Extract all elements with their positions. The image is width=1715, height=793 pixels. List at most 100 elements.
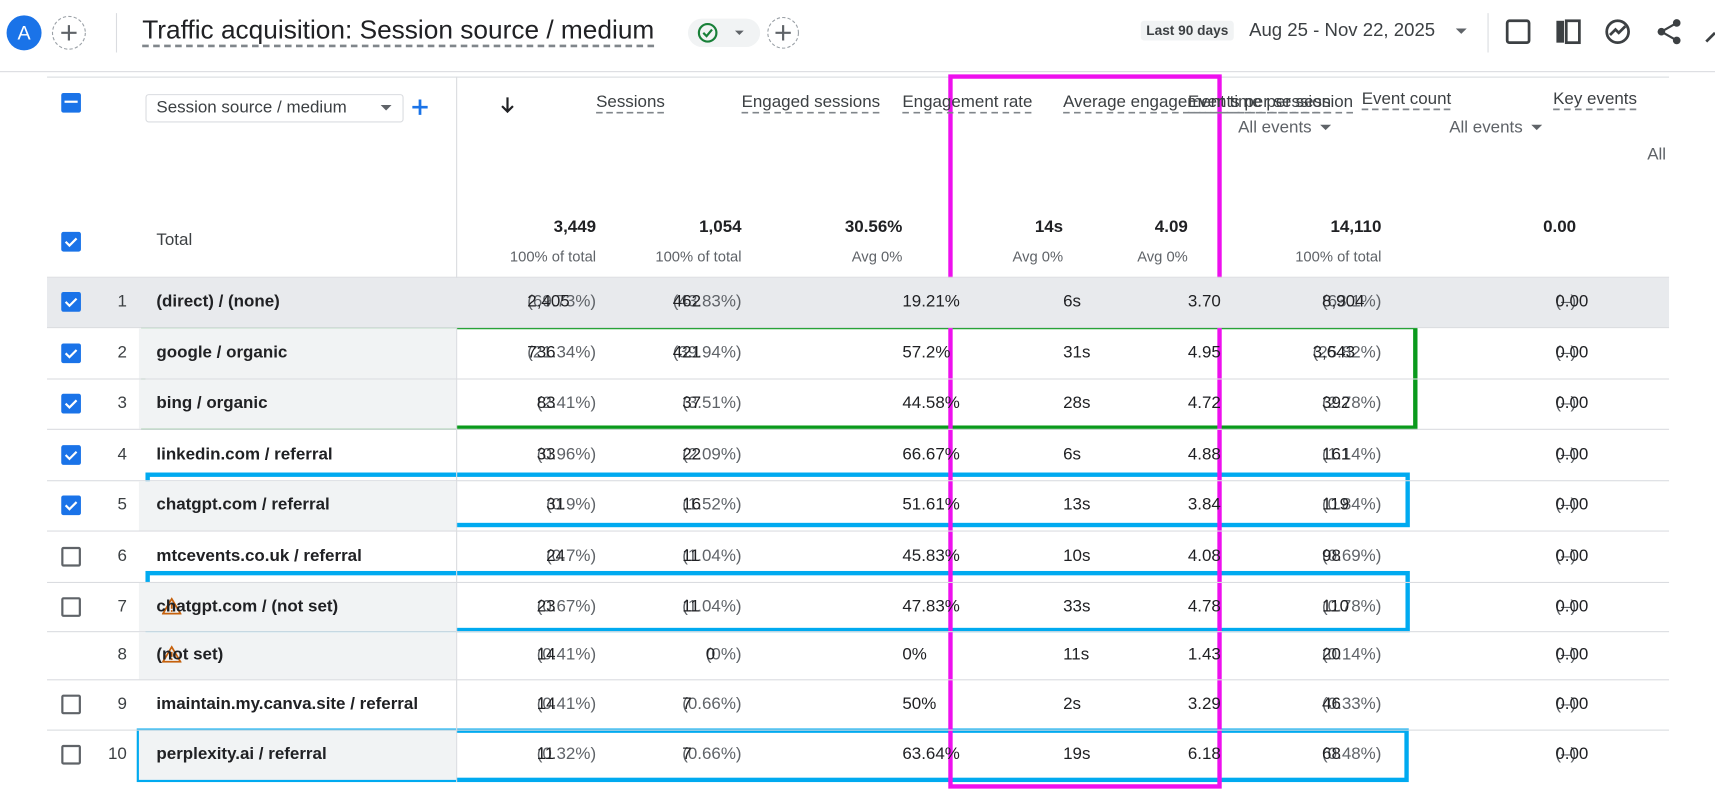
cell-value: 462 (672, 292, 702, 311)
column-label: Key events (1553, 89, 1638, 109)
cell-share: (2.41%) (536, 393, 597, 413)
column-label: Engagement rate (902, 92, 1033, 112)
row-name-text: (not set) (156, 645, 224, 664)
cell: 83 (2.41%) (537, 394, 596, 414)
cell: 161 (1.14%) (1322, 445, 1381, 465)
cell-value: 421 (672, 342, 702, 362)
cell-share: (–) (1555, 393, 1577, 413)
total-value: 4.09 (1154, 217, 1188, 237)
cell: 14 (0.41%) (537, 645, 596, 665)
add-comparison[interactable] (766, 14, 803, 51)
cell-value: 22 (682, 444, 702, 464)
status-chip[interactable] (687, 18, 761, 49)
dimension-cell-bg (138, 730, 457, 780)
row-name-text: mtcevents.co.uk / referral (156, 546, 362, 565)
row-checkbox (61, 342, 81, 363)
dropdown-arrow (1320, 124, 1332, 131)
row-checkbox (61, 744, 81, 765)
cell-value: 0.00 (1555, 393, 1589, 413)
dimension-label: Session source / medium (156, 98, 347, 118)
cell-value: 19s (1063, 744, 1091, 764)
cell-value: 31s (1063, 342, 1091, 362)
avatar[interactable]: A (6, 15, 42, 51)
cell-value: 10s (1063, 546, 1091, 565)
cell-value: 0.00 (1555, 495, 1589, 515)
dimension-cell-bg (138, 328, 457, 379)
row-checkbox (61, 596, 81, 617)
cell: 11 (1.04%) (682, 546, 741, 566)
cell-share: (2.78%) (1322, 393, 1382, 413)
cell-value: 63.64% (902, 744, 960, 764)
row-checkbox (61, 546, 81, 567)
cell: 8,904 (63.1%) (1322, 292, 1381, 312)
cell-value: 0% (902, 645, 927, 664)
cell-share: (0.48%) (1322, 744, 1382, 764)
cell-value: 19.21% (902, 292, 960, 311)
row-name-text: (direct) / (none) (156, 292, 280, 311)
dimension-cell-bg (138, 582, 457, 632)
cell: 68 (0.48%) (1322, 745, 1381, 765)
cell-value: 4.72 (1187, 393, 1221, 413)
dimension-cell-bg (138, 481, 457, 531)
row-checkbox (61, 495, 81, 516)
cell: 0.00 (–) (1555, 695, 1588, 715)
divider (1487, 13, 1489, 53)
cell: 31 (0.9%) (546, 495, 596, 515)
cell: 24 (0.7%) (546, 546, 596, 566)
row-name-text: linkedin.com / referral (156, 444, 333, 464)
cell-share: (0.41%) (536, 645, 597, 664)
cell: 421 (39.94%) (673, 343, 742, 363)
total-value: 14s (1034, 217, 1064, 237)
cell-value: 11 (536, 744, 555, 764)
total-value: 30.56% (844, 217, 903, 237)
cell-value: 0.00 (1555, 596, 1589, 616)
total-value: 14,110 (1330, 217, 1382, 237)
date-range[interactable]: Aug 25 - Nov 22, 2025 (1249, 19, 1436, 41)
cell-share: (0.96%) (536, 444, 597, 464)
cell-value: 0.00 (1555, 342, 1589, 362)
cell-value: 8,904 (1322, 292, 1365, 311)
row-checkbox (61, 292, 81, 312)
row-index: 10 (108, 744, 127, 764)
cell-share: (69.73%) (527, 292, 597, 311)
cell: 33 (0.96%) (537, 445, 596, 465)
cell-value: 28s (1063, 393, 1091, 413)
cell-value: 0.00 (1555, 645, 1589, 664)
cell-share: (1.52%) (682, 495, 742, 515)
cell-value: 11 (682, 546, 700, 565)
cell-value: 4.78 (1187, 596, 1221, 616)
cell: 392 (2.78%) (1322, 394, 1381, 414)
row-name-text: google / organic (156, 342, 288, 362)
cell-value: 51.61% (902, 495, 960, 515)
dimension-selector[interactable]: Session source / medium (145, 94, 404, 123)
row-name-text: chatgpt.com / referral (156, 495, 330, 515)
cell-share: (0.41%) (536, 694, 597, 714)
row-index: 1 (117, 292, 127, 311)
cell: 0.00 (–) (1555, 645, 1588, 665)
row-border (47, 276, 1670, 278)
column-filter[interactable]: All events (1449, 118, 1543, 138)
date-dropdown[interactable] (1453, 24, 1471, 39)
total-note: Avg 0% (1012, 248, 1064, 265)
cell-value: 83 (536, 393, 556, 413)
add-button[interactable] (50, 14, 87, 51)
cell-value: 6.18 (1187, 744, 1221, 764)
cell-share: (–) (1555, 744, 1577, 764)
header-checkbox (61, 92, 81, 113)
add-dimension[interactable] (410, 97, 430, 117)
total-note: Avg 0% (1137, 248, 1188, 265)
row-index: 2 (117, 342, 127, 362)
cell-value: 7 (682, 744, 692, 764)
toolbar-icons[interactable] (1503, 18, 1715, 49)
total-value: 3,449 (553, 217, 597, 237)
cell-share: (–) (1555, 596, 1577, 616)
cell-value: 0.00 (1555, 444, 1589, 464)
cell-value: 14 (536, 694, 556, 714)
cell-share: (–) (1555, 292, 1577, 311)
cell-share: (0.14%) (1322, 645, 1382, 664)
column-label: Average engagement time per session (1063, 92, 1354, 112)
column-filter[interactable]: All events (1238, 118, 1332, 138)
row-border (47, 327, 1670, 329)
